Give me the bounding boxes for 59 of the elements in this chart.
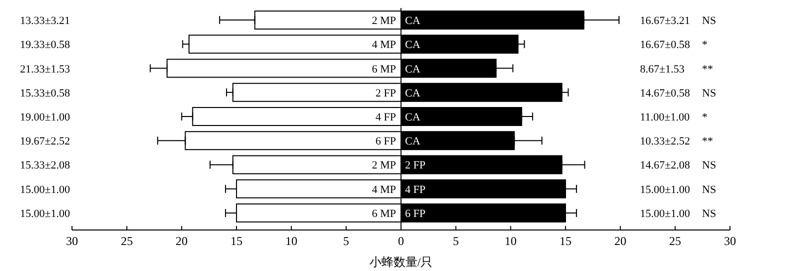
annotation: 6 FP bbox=[376, 136, 396, 148]
annotation: 8.67±1.53 bbox=[640, 63, 686, 76]
annotation: NS bbox=[702, 87, 716, 100]
x-tick-label: 30 bbox=[724, 234, 736, 248]
annotation: CA bbox=[405, 112, 420, 124]
x-tick-label: 25 bbox=[669, 234, 682, 248]
text: 15.00±1.00 bbox=[20, 184, 71, 196]
annotation: 2 FP bbox=[376, 87, 396, 100]
annotation: ** bbox=[702, 63, 713, 76]
text: 15.00±1.00 bbox=[20, 208, 71, 220]
annotation: NS bbox=[702, 208, 716, 220]
text: 13.33±3.21 bbox=[20, 15, 70, 28]
annotation: 4 FP bbox=[405, 184, 426, 196]
annotation: 2 FP bbox=[405, 160, 426, 172]
x-axis-title: 小蜂数量/只 bbox=[369, 255, 433, 269]
annotation: 14.67±0.58 bbox=[640, 87, 691, 100]
annotation: 10.33±2.52 bbox=[640, 136, 690, 148]
annotation: * bbox=[702, 112, 708, 124]
annotation: CA bbox=[405, 87, 420, 100]
x-tick-label: 10 bbox=[504, 234, 517, 248]
annotation: CA bbox=[405, 136, 420, 148]
annotation: CA bbox=[405, 39, 420, 52]
x-tick-label: 0 bbox=[398, 234, 404, 248]
annotation: * bbox=[702, 39, 708, 52]
annotation: 15.00±1.00 bbox=[640, 184, 691, 196]
annotation: 16.67±3.21 bbox=[640, 15, 690, 28]
annotation: NS bbox=[702, 184, 716, 196]
x-tick-label: 25 bbox=[120, 234, 133, 248]
annotation: CA bbox=[405, 63, 420, 76]
text: 19.33±0.58 bbox=[20, 39, 71, 52]
annotation: 6 MP bbox=[372, 208, 396, 220]
annotation: 2 MP bbox=[372, 15, 396, 28]
x-tick-label: 15 bbox=[560, 234, 572, 248]
text: 21.33±1.53 bbox=[20, 63, 71, 76]
annotation: 6 FP bbox=[405, 208, 426, 220]
annotation: 2 MP bbox=[372, 160, 396, 172]
x-tick-label: 5 bbox=[343, 234, 350, 248]
x-tick-label: 15 bbox=[230, 234, 242, 248]
annotation: 4 MP bbox=[372, 39, 396, 52]
x-tick-label: 30 bbox=[66, 234, 78, 248]
annotation: NS bbox=[702, 160, 716, 172]
annotation: 4 FP bbox=[376, 112, 396, 124]
annotation: 6 MP bbox=[372, 63, 396, 76]
annotation: 15.00±1.00 bbox=[640, 208, 691, 220]
annotation: 16.67±0.58 bbox=[640, 39, 691, 52]
text: 15.33±0.58 bbox=[20, 87, 71, 100]
text: 19.67±2.52 bbox=[20, 136, 70, 148]
annotation: NS bbox=[702, 15, 716, 28]
x-tick-label: 20 bbox=[614, 234, 626, 248]
annotation: CA bbox=[405, 15, 420, 28]
text: 15.33±2.08 bbox=[20, 160, 71, 172]
annotation: ** bbox=[702, 136, 713, 148]
x-tick-label: 5 bbox=[452, 234, 459, 248]
annotation: 11.00±1.00 bbox=[640, 112, 690, 124]
annotation: 4 MP bbox=[372, 184, 396, 196]
x-tick-label: 10 bbox=[285, 234, 298, 248]
text: 19.00±1.00 bbox=[20, 112, 71, 124]
x-tick-label: 20 bbox=[176, 234, 188, 248]
annotation: 14.67±2.08 bbox=[640, 160, 691, 172]
